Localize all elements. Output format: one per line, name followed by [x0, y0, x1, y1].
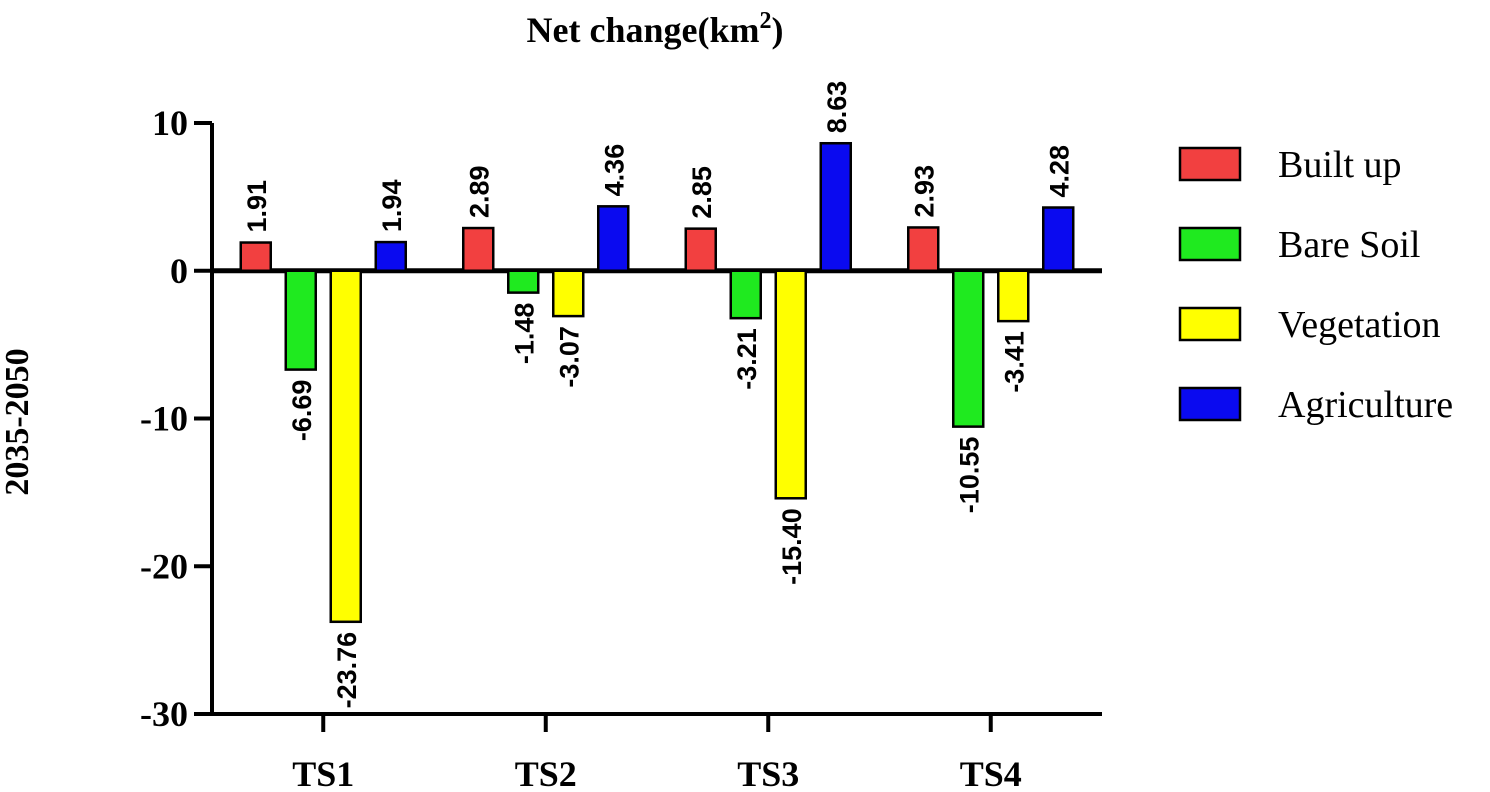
data-label: -15.40: [777, 508, 807, 585]
data-label: 2.85: [687, 166, 717, 219]
y-axis-label: 2035-2050: [0, 348, 36, 495]
data-label: -6.69: [287, 380, 317, 442]
bar-bare-soil-ts3: [729, 269, 762, 320]
legend-swatch-vegetation: [1178, 306, 1242, 342]
data-label: 1.94: [377, 180, 407, 233]
y-tick-label: -30: [140, 694, 188, 734]
bar-built-up-ts2: [462, 226, 495, 272]
data-label: 2.93: [909, 165, 939, 218]
bar-vegetation-ts3: [774, 269, 807, 500]
bar-agriculture-ts2: [597, 205, 630, 272]
data-label: 4.36: [599, 144, 629, 197]
y-tick-label: 10: [152, 103, 188, 143]
bar-value-labels: 1.91 2.89 2.85 2.93 -6.69 -1.48 -3.21 -10.55 -23…: [242, 81, 1075, 709]
legend-label-built-up: Built up: [1278, 144, 1402, 186]
bar-vegetation-ts1: [329, 269, 362, 624]
x-tick-label-ts2: TS2: [515, 754, 577, 792]
data-label: 2.89: [464, 165, 494, 218]
y-tick-label: -20: [140, 546, 188, 586]
data-label: -3.41: [999, 331, 1029, 393]
x-tick-label-ts3: TS3: [737, 754, 799, 792]
bar-agriculture-ts1: [374, 240, 407, 273]
x-tick-label-ts1: TS1: [292, 754, 354, 792]
bars: [239, 141, 1075, 624]
data-label: -10.55: [954, 437, 984, 514]
data-label: 1.91: [242, 180, 272, 233]
bar-bare-soil-ts2: [507, 269, 540, 294]
data-label: -3.07: [554, 326, 584, 388]
data-label: -3.21: [732, 328, 762, 390]
y-tick-label: 0: [170, 251, 188, 291]
bar-bare-soil-ts4: [952, 269, 985, 428]
legend-swatch-built-up: [1178, 146, 1242, 182]
legend-label-bare-soil: Bare Soil: [1278, 224, 1420, 266]
legend-label-agriculture: Agriculture: [1278, 384, 1453, 426]
chart-title: Net change(km2): [527, 8, 784, 50]
bar-agriculture-ts4: [1042, 206, 1075, 272]
bar-vegetation-ts4: [997, 269, 1030, 323]
data-label: -1.48: [509, 303, 539, 365]
bar-bare-soil-ts1: [284, 269, 317, 371]
y-tick-label: -10: [140, 399, 188, 439]
data-label: -23.76: [332, 632, 362, 709]
data-label: 8.63: [822, 81, 852, 134]
legend: Built up Bare Soil Vegetation Agriculture: [1178, 144, 1453, 426]
data-label: 4.28: [1044, 145, 1074, 198]
x-tick-label-ts4: TS4: [960, 754, 1022, 792]
legend-swatch-agriculture: [1178, 386, 1242, 422]
bar-built-up-ts4: [907, 226, 940, 272]
bar-agriculture-ts3: [819, 141, 852, 272]
legend-label-vegetation: Vegetation: [1278, 304, 1441, 346]
bar-built-up-ts1: [239, 241, 272, 273]
bar-vegetation-ts2: [552, 269, 585, 318]
legend-swatch-bare-soil: [1178, 226, 1242, 262]
bar-built-up-ts3: [684, 227, 717, 272]
